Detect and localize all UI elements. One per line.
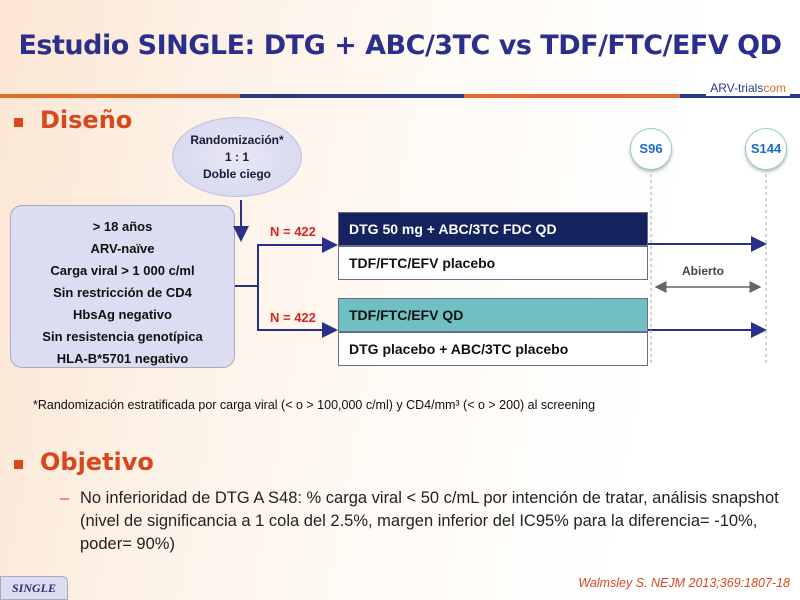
criterion: HLA-B*5701 negativo (56, 351, 189, 366)
arm1-n: N = 422 (270, 224, 316, 239)
arv-trials-logo: ARV-trialscom (706, 80, 790, 96)
timepoint-s96: S96 (630, 128, 672, 170)
objective-heading: Objetivo (40, 448, 154, 476)
arm2-drug: TDF/FTC/EFV QD (338, 298, 648, 332)
dash-bullet-icon: – (60, 490, 69, 507)
arm1-drug: DTG 50 mg + ABC/3TC FDC QD (338, 212, 648, 246)
eligibility-box: > 18 años ARV-naïve Carga viral > 1 000 … (10, 205, 235, 368)
randomization-label: Randomización* (190, 133, 284, 147)
slide-title: Estudio SINGLE: DTG + ABC/3TC vs TDF/FTC… (18, 30, 782, 61)
arm2-n: N = 422 (270, 310, 316, 325)
randomization-bubble: Randomización* 1 : 1 Doble ciego (172, 117, 302, 197)
citation: Walmsley S. NEJM 2013;369:1807-18 (578, 576, 790, 590)
criterion: ARV-naïve (90, 241, 155, 256)
arm1-placebo: TDF/FTC/EFV placebo (338, 246, 648, 280)
criterion: Sin resistencia genotípica (42, 329, 203, 344)
logo-suffix: com (763, 81, 786, 95)
design-heading: Diseño (40, 106, 133, 134)
title-divider (0, 94, 800, 98)
arm2-placebo: DTG placebo + ABC/3TC placebo (338, 332, 648, 366)
open-label: Abierto (682, 264, 724, 278)
footnote: *Randomización estratificada por carga v… (33, 398, 596, 412)
criterion: HbsAg negativo (73, 307, 172, 322)
criterion: Carga viral > 1 000 c/ml (50, 263, 195, 278)
randomization-ratio: 1 : 1 (224, 150, 249, 164)
criterion: Sin restricción de CD4 (53, 285, 192, 300)
bullet-icon (14, 460, 23, 469)
objective-text: No inferioridad de DTG A S48: % carga vi… (80, 489, 779, 553)
blinding-label: Doble ciego (202, 167, 271, 181)
timepoint-s144: S144 (745, 128, 787, 170)
criterion: > 18 años (92, 219, 153, 234)
logo-text: ARV-trials (710, 81, 764, 95)
study-tag: SINGLE (0, 576, 68, 600)
bullet-icon (14, 118, 23, 127)
